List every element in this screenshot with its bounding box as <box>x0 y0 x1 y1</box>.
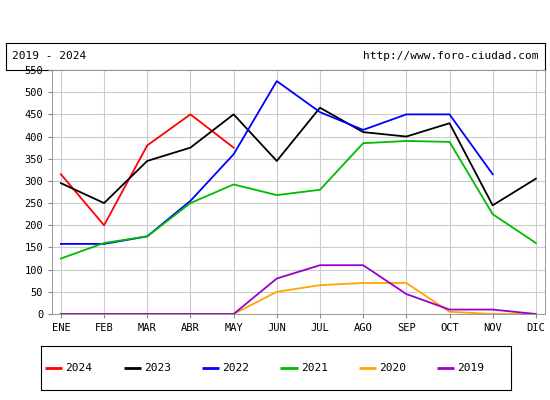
2023 <box>403 134 410 139</box>
2021 <box>144 234 151 239</box>
2023 <box>360 130 366 134</box>
2023 <box>187 145 194 150</box>
Text: Evolucion Nº Turistas Extranjeros en el municipio de Lladurs: Evolucion Nº Turistas Extranjeros en el … <box>1 14 549 29</box>
2021 <box>490 212 496 216</box>
Line: 2023: 2023 <box>61 108 536 205</box>
2020 <box>532 312 539 316</box>
Text: 2020: 2020 <box>379 363 406 373</box>
2019 <box>403 292 410 296</box>
2021 <box>58 256 64 261</box>
Line: 2021: 2021 <box>61 141 536 258</box>
2021 <box>187 201 194 206</box>
2023 <box>317 105 323 110</box>
2022 <box>101 242 107 246</box>
2019 <box>490 307 496 312</box>
Text: 2022: 2022 <box>222 363 249 373</box>
2020 <box>446 309 453 314</box>
2020 <box>360 280 366 285</box>
2020 <box>58 312 64 316</box>
2023 <box>144 158 151 163</box>
2021 <box>230 182 237 187</box>
2023 <box>532 176 539 181</box>
2020 <box>273 290 280 294</box>
2019 <box>273 276 280 281</box>
2023 <box>490 203 496 208</box>
2022 <box>144 234 151 239</box>
2021 <box>532 241 539 246</box>
2019 <box>446 307 453 312</box>
2024 <box>101 223 107 228</box>
2020 <box>317 283 323 288</box>
2019 <box>532 312 539 316</box>
2019 <box>317 263 323 268</box>
2022 <box>58 242 64 246</box>
2020 <box>101 312 107 316</box>
Text: 2021: 2021 <box>301 363 328 373</box>
2019 <box>101 312 107 316</box>
2024 <box>187 112 194 117</box>
2019 <box>144 312 151 316</box>
2021 <box>446 140 453 144</box>
2023 <box>273 158 280 163</box>
Text: 2019 - 2024: 2019 - 2024 <box>12 51 86 61</box>
2020 <box>187 312 194 316</box>
Line: 2022: 2022 <box>61 81 493 244</box>
2022 <box>230 152 237 157</box>
2022 <box>446 112 453 117</box>
2021 <box>101 241 107 246</box>
Line: 2019: 2019 <box>61 265 536 314</box>
2019 <box>58 312 64 316</box>
2022 <box>403 112 410 117</box>
2019 <box>187 312 194 316</box>
2021 <box>317 187 323 192</box>
2022 <box>187 198 194 203</box>
Text: 2024: 2024 <box>65 363 92 373</box>
Text: http://www.foro-ciudad.com: http://www.foro-ciudad.com <box>362 51 538 61</box>
Text: 2023: 2023 <box>144 363 171 373</box>
2021 <box>403 138 410 143</box>
2022 <box>317 110 323 114</box>
2023 <box>446 121 453 126</box>
2023 <box>230 112 237 117</box>
2019 <box>230 312 237 316</box>
2021 <box>360 141 366 146</box>
2019 <box>360 263 366 268</box>
2024 <box>230 145 237 150</box>
2023 <box>101 201 107 206</box>
2020 <box>144 312 151 316</box>
Line: 2020: 2020 <box>61 283 536 314</box>
2020 <box>403 280 410 285</box>
2021 <box>273 193 280 198</box>
2022 <box>360 128 366 132</box>
Text: 2019: 2019 <box>458 363 485 373</box>
Line: 2024: 2024 <box>61 114 234 225</box>
2024 <box>58 172 64 177</box>
2022 <box>273 79 280 84</box>
2024 <box>144 143 151 148</box>
2020 <box>230 312 237 316</box>
2022 <box>490 172 496 177</box>
2023 <box>58 181 64 186</box>
2020 <box>490 312 496 316</box>
